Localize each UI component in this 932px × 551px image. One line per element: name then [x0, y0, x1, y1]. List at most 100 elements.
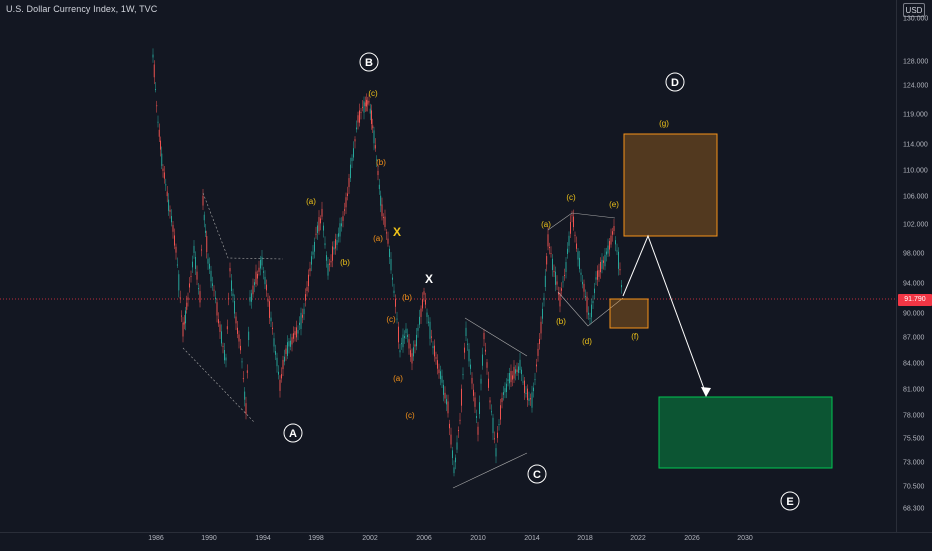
- time-tick: 2002: [362, 535, 378, 542]
- candle-body: [258, 267, 260, 272]
- candle-body: [449, 423, 450, 429]
- candle-body: [158, 129, 160, 137]
- time-axis[interactable]: [0, 532, 932, 551]
- candle-body: [456, 442, 458, 450]
- candle-body: [242, 378, 244, 380]
- candle-body: [293, 333, 294, 339]
- candle-body: [245, 403, 247, 414]
- candle-body: [619, 268, 621, 271]
- price-tick: 110.000: [903, 167, 928, 175]
- candle-body: [216, 302, 218, 316]
- candle-body: [363, 101, 365, 113]
- target-box-lower[interactable]: [658, 396, 833, 469]
- candle-body: [552, 258, 553, 271]
- candle-body: [311, 256, 312, 265]
- candle-body: [443, 384, 444, 395]
- candle-body: [305, 294, 306, 301]
- time-tick: 2018: [577, 535, 593, 542]
- candle-body: [504, 388, 506, 393]
- candle-body: [467, 343, 468, 345]
- candle-body: [222, 345, 224, 347]
- candle-body: [544, 275, 546, 288]
- time-tick: 2030: [737, 535, 753, 542]
- candle-body: [618, 251, 619, 269]
- candle-body: [437, 360, 438, 369]
- candle-body: [209, 263, 210, 269]
- candle-body: [476, 416, 477, 418]
- candle-body: [503, 392, 504, 395]
- candle-body: [486, 362, 488, 368]
- candle-body: [515, 369, 516, 374]
- candle-body: [240, 345, 241, 351]
- candle-body: [537, 348, 539, 356]
- candle-body: [577, 251, 579, 260]
- candle-body: [338, 233, 339, 237]
- candle-body: [176, 264, 178, 266]
- candle-body: [255, 271, 257, 284]
- candle-body: [464, 347, 465, 353]
- candle-body: [553, 271, 555, 273]
- wave-label-E: E: [786, 496, 793, 508]
- candle-body: [471, 377, 473, 384]
- candle-body: [348, 178, 350, 188]
- price-axis[interactable]: [896, 0, 932, 532]
- candle-body: [339, 223, 341, 237]
- candle-body: [294, 331, 296, 335]
- candle-body: [308, 274, 309, 287]
- candle-body: [417, 327, 419, 331]
- candle-body: [285, 348, 287, 354]
- chart-canvas[interactable]: B A C D E X X (a) (b) (c) (b) (a) (b) (c…: [0, 0, 896, 532]
- time-tick: 2014: [524, 535, 540, 542]
- candle-body: [610, 235, 612, 245]
- candle-body: [432, 346, 434, 349]
- candle-body: [193, 245, 195, 253]
- candle-body: [410, 350, 411, 357]
- candle-body: [246, 370, 248, 373]
- candle-body: [444, 392, 446, 399]
- candle-body: [509, 373, 510, 384]
- target-box-small[interactable]: [609, 298, 649, 329]
- target-box-upper[interactable]: [623, 133, 718, 237]
- candle-body: [224, 349, 225, 361]
- candle-body: [345, 197, 347, 208]
- candle-body: [291, 337, 293, 345]
- candle-body: [327, 263, 329, 276]
- candle-body: [221, 331, 222, 344]
- candle-body: [312, 251, 314, 255]
- candle-body: [512, 375, 513, 380]
- triangle-line: [557, 291, 624, 327]
- candle-body: [360, 112, 362, 114]
- candle-body: [519, 359, 521, 370]
- triangle-line: [452, 452, 528, 489]
- wave-label-minor: (a): [306, 197, 316, 206]
- candle-body: [561, 288, 562, 291]
- candle-body: [582, 281, 583, 285]
- candle-body: [183, 321, 185, 325]
- candle-body: [473, 389, 474, 396]
- candle-body: [438, 369, 440, 374]
- candle-body: [336, 240, 338, 245]
- price-tick: 75.500: [903, 435, 925, 443]
- candle-body: [606, 251, 607, 255]
- currency-button[interactable]: USD: [903, 3, 925, 17]
- candle-body: [530, 398, 531, 400]
- candle-body: [404, 336, 405, 339]
- candle-body: [275, 351, 276, 355]
- candle-body: [402, 334, 404, 348]
- candle-body: [479, 402, 480, 415]
- candle-body: [571, 214, 573, 216]
- wave-label-X: X: [425, 272, 433, 286]
- candle-body: [171, 216, 172, 223]
- candle-body: [161, 153, 163, 166]
- wave-label-A: A: [289, 428, 297, 440]
- candle-body: [300, 312, 302, 329]
- candle-body: [323, 225, 324, 231]
- candle-body: [524, 380, 525, 393]
- candle-body: [580, 272, 582, 275]
- candle-body: [556, 281, 558, 285]
- time-tick: 2010: [470, 535, 486, 542]
- candle-body: [273, 338, 275, 347]
- candle-body: [210, 270, 212, 282]
- candle-body: [261, 256, 263, 266]
- candle-body: [392, 277, 393, 280]
